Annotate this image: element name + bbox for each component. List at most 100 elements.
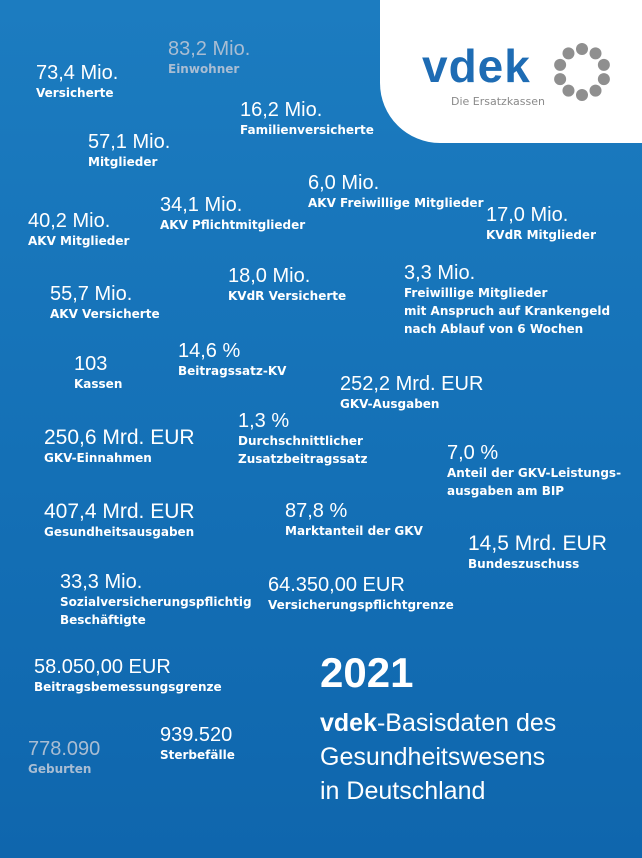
- stat-geburten: 778.090 Geburten: [28, 738, 100, 778]
- stat-label: Versicherungspflichtgrenze: [268, 598, 454, 612]
- logo-ring-dot: [597, 73, 610, 86]
- stat-value: 17,0 Mio.: [486, 204, 569, 226]
- stat-value: 252,2 Mrd. EUR: [340, 373, 484, 395]
- stat-einwohner: 83,2 Mio. Einwohner: [168, 38, 250, 78]
- stat-value: 6,0 Mio.: [308, 172, 380, 194]
- stat-label: Beitragsbemessungsgrenze: [34, 680, 222, 694]
- stat-label: Freiwillige Mitglieder: [404, 286, 548, 300]
- stat-value: 778.090: [28, 738, 101, 760]
- stat-label: AKV Pflichtmitglieder: [160, 218, 306, 232]
- stat-value: 14,5 Mrd. EUR: [468, 532, 607, 555]
- stat-label: GKV-Einnahmen: [44, 451, 152, 465]
- stat-akv-versicherte: 55,7 Mio. AKV Versicherte: [50, 283, 160, 323]
- stat-value: 33,3 Mio.: [60, 571, 143, 593]
- dotted-ring-logo-icon: [554, 43, 610, 101]
- logo-ring-dot: [589, 47, 602, 60]
- stat-label: AKV Versicherte: [50, 307, 160, 321]
- stat-label: Mitglieder: [88, 155, 158, 169]
- stat-value: 73,4 Mio.: [36, 62, 119, 84]
- logo-ring-dot: [562, 47, 575, 60]
- stat-value: 250,6 Mrd. EUR: [44, 426, 195, 449]
- stat-value: 57,1 Mio.: [88, 131, 171, 153]
- stat-value: 7,0 %: [447, 442, 499, 464]
- stat-value: 103: [74, 353, 108, 375]
- stat-value: 40,2 Mio.: [28, 210, 111, 232]
- stat-label: KVdR Mitglieder: [486, 228, 596, 242]
- stat-label: Geburten: [28, 762, 92, 776]
- stat-kvdr-mitglieder: 17,0 Mio. KVdR Mitglieder: [486, 204, 596, 244]
- stat-label: GKV-Ausgaben: [340, 397, 440, 411]
- stat-kvdr-versicherte: 18,0 Mio. KVdR Versicherte: [228, 265, 346, 305]
- report-title: vdek-Basisdaten des Gesundheitswesens in…: [320, 706, 556, 808]
- logo-ring-dot: [597, 58, 610, 71]
- report-year: 2021: [320, 649, 414, 696]
- stat-label: mit Anspruch auf Krankengeld: [404, 304, 611, 318]
- logo-ring-dot: [589, 84, 602, 97]
- stat-label: Anteil der GKV-Leistungs-: [447, 466, 622, 480]
- report-title-line-2: Gesundheitswesens: [320, 743, 546, 771]
- stat-label: AKV Freiwillige Mitglieder: [308, 196, 484, 210]
- stat-bip-anteil: 7,0 % Anteil der GKV-Leistungs- ausgaben…: [447, 442, 621, 500]
- stat-label: Sozialversicherungspflichtig: [60, 595, 252, 609]
- stat-label: Beschäftigte: [60, 613, 146, 627]
- stat-value: 83,2 Mio.: [168, 38, 251, 60]
- stat-marktanteil: 87,8 % Marktanteil der GKV: [285, 500, 423, 540]
- stat-gesundheitsausgaben: 407,4 Mrd. EUR Gesundheitsausgaben: [44, 501, 195, 541]
- stat-label: Einwohner: [168, 62, 240, 76]
- stat-label: Versicherte: [36, 86, 114, 100]
- logo-ring-dot: [554, 58, 567, 71]
- stat-versicherte: 73,4 Mio. Versicherte: [36, 62, 118, 102]
- stat-akv-pflichtmitglieder: 34,1 Mio. AKV Pflichtmitglieder: [160, 194, 305, 234]
- stat-familienversicherte: 16,2 Mio. Familienversicherte: [240, 99, 374, 139]
- stat-label: Beitragssatz-KV: [178, 364, 287, 378]
- logo-ring-dot: [576, 89, 588, 101]
- stat-gkv-einnahmen: 250,6 Mrd. EUR GKV-Einnahmen: [44, 427, 195, 467]
- stat-label: Zusatzbeitragssatz: [238, 452, 368, 466]
- stat-akv-freiwillige: 6,0 Mio. AKV Freiwillige Mitglieder: [308, 172, 484, 212]
- logo-ring-dot: [554, 73, 567, 86]
- stat-value: 939.520: [160, 724, 233, 746]
- stat-label: Durchschnittlicher: [238, 434, 363, 448]
- stat-value: 64.350,00 EUR: [268, 574, 405, 596]
- stat-gkv-ausgaben: 252,2 Mrd. EUR GKV-Ausgaben: [340, 373, 483, 413]
- stat-beitragssatz: 14,6 % Beitragssatz-KV: [178, 340, 286, 380]
- report-title-brand: vdek: [320, 709, 377, 737]
- stat-label: Kassen: [74, 377, 123, 391]
- stat-label: KVdR Versicherte: [228, 289, 347, 303]
- vdek-logo-wordmark: vdek: [422, 40, 531, 92]
- stat-label: Familienversicherte: [240, 123, 374, 137]
- logo-ring-dot: [562, 84, 575, 97]
- stat-akv-mitglieder: 40,2 Mio. AKV Mitglieder: [28, 210, 129, 250]
- logo-tagline: Die Ersatzkassen: [451, 95, 545, 108]
- stat-versicherungspflichtgrenze: 64.350,00 EUR Versicherungspflichtgrenze: [268, 574, 454, 614]
- logo-ring-dot: [576, 43, 588, 55]
- stat-label: AKV Mitglieder: [28, 234, 130, 248]
- stat-value: 14,6 %: [178, 340, 241, 362]
- stat-value: 55,7 Mio.: [50, 283, 133, 305]
- stat-label: ausgaben am BIP: [447, 484, 565, 498]
- stat-value: 3,3 Mio.: [404, 262, 476, 284]
- report-title-line-1: vdek-Basisdaten des: [320, 706, 556, 740]
- report-title-rest: -Basisdaten des: [376, 709, 557, 737]
- stat-value: 34,1 Mio.: [160, 194, 243, 216]
- stat-value: 16,2 Mio.: [240, 99, 323, 121]
- stat-label: Bundeszuschuss: [468, 557, 580, 571]
- stat-beitragsbemessungsgrenze: 58.050,00 EUR Beitragsbemessungsgrenze: [34, 656, 222, 696]
- stat-value: 58.050,00 EUR: [34, 656, 171, 678]
- stat-freiwillige-krankengeld: 3,3 Mio. Freiwillige Mitglieder mit Ansp…: [404, 262, 610, 338]
- stat-label: Gesundheitsausgaben: [44, 525, 195, 539]
- report-title-line-3: in Deutschland: [320, 777, 486, 805]
- stat-value: 87,8 %: [285, 500, 348, 522]
- stat-mitglieder: 57,1 Mio. Mitglieder: [88, 131, 170, 171]
- stat-value: 1,3 %: [238, 410, 290, 432]
- stat-value: 18,0 Mio.: [228, 265, 311, 287]
- stat-zusatzbeitragssatz: 1,3 % Durchschnittlicher Zusatzbeitragss…: [238, 410, 368, 468]
- stat-beschaeftigte: 33,3 Mio. Sozialversicherungspflichtig B…: [60, 571, 252, 629]
- logo-panel: vdek Die Ersatzkassen: [380, 0, 642, 143]
- stat-label: Sterbefälle: [160, 748, 235, 762]
- stat-sterbefaelle: 939.520 Sterbefälle: [160, 724, 235, 764]
- stat-label: Marktanteil der GKV: [285, 524, 423, 538]
- stat-bundeszuschuss: 14,5 Mrd. EUR Bundeszuschuss: [468, 533, 607, 573]
- stat-kassen: 103 Kassen: [74, 353, 122, 393]
